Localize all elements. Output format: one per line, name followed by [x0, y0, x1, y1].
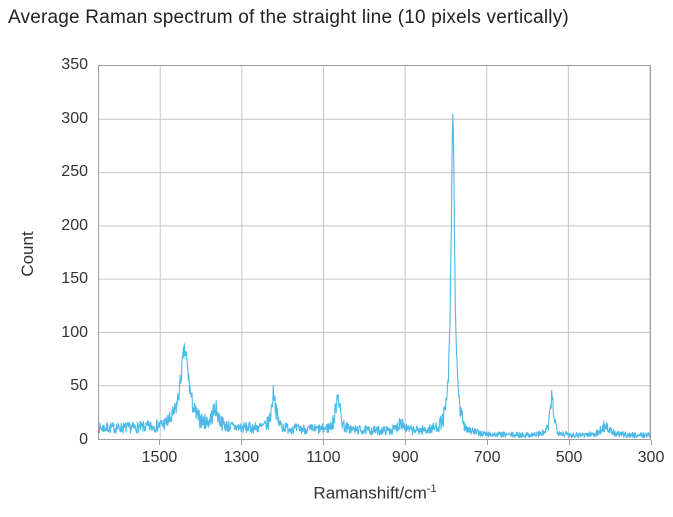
y-tick-label: 150: [61, 270, 88, 288]
x-axis-title-text: Ramanshift/cm: [313, 483, 427, 503]
y-tick-label: 350: [61, 56, 88, 73]
y-tick-label: 250: [61, 163, 88, 181]
spectrum-plot-svg: [99, 66, 650, 439]
chart-title: Average Raman spectrum of the straight l…: [8, 7, 569, 28]
y-tick-label: 0: [79, 431, 88, 448]
x-tick-label: 900: [391, 449, 419, 466]
x-tick-label: 300: [637, 449, 665, 466]
y-tick-label: 200: [61, 216, 88, 234]
x-tick-label: 500: [555, 449, 583, 466]
x-tick-mark: [323, 440, 325, 445]
x-tick-mark: [405, 440, 407, 445]
x-tick-mark: [651, 440, 652, 445]
x-tick-mark: [487, 440, 489, 445]
x-tick-mark: [241, 440, 243, 445]
x-tick-mark: [159, 440, 161, 445]
x-tick-label: 1100: [306, 449, 341, 466]
y-tick-label: 100: [61, 323, 88, 341]
raman-spectrum-trace: [99, 113, 650, 439]
x-axis-title-superscript: -1: [426, 483, 437, 495]
x-tick-label: 1300: [223, 449, 260, 466]
x-axis-title: Ramanshift/cm-1: [245, 483, 505, 504]
plot-area: [98, 65, 651, 440]
y-axis-title: Count: [18, 231, 37, 277]
y-tick-label: 50: [70, 377, 88, 395]
x-tick-label: 700: [473, 449, 501, 466]
y-tick-label: 300: [61, 109, 88, 127]
x-tick-label: 1500: [141, 449, 178, 466]
x-tick-mark: [569, 440, 571, 445]
